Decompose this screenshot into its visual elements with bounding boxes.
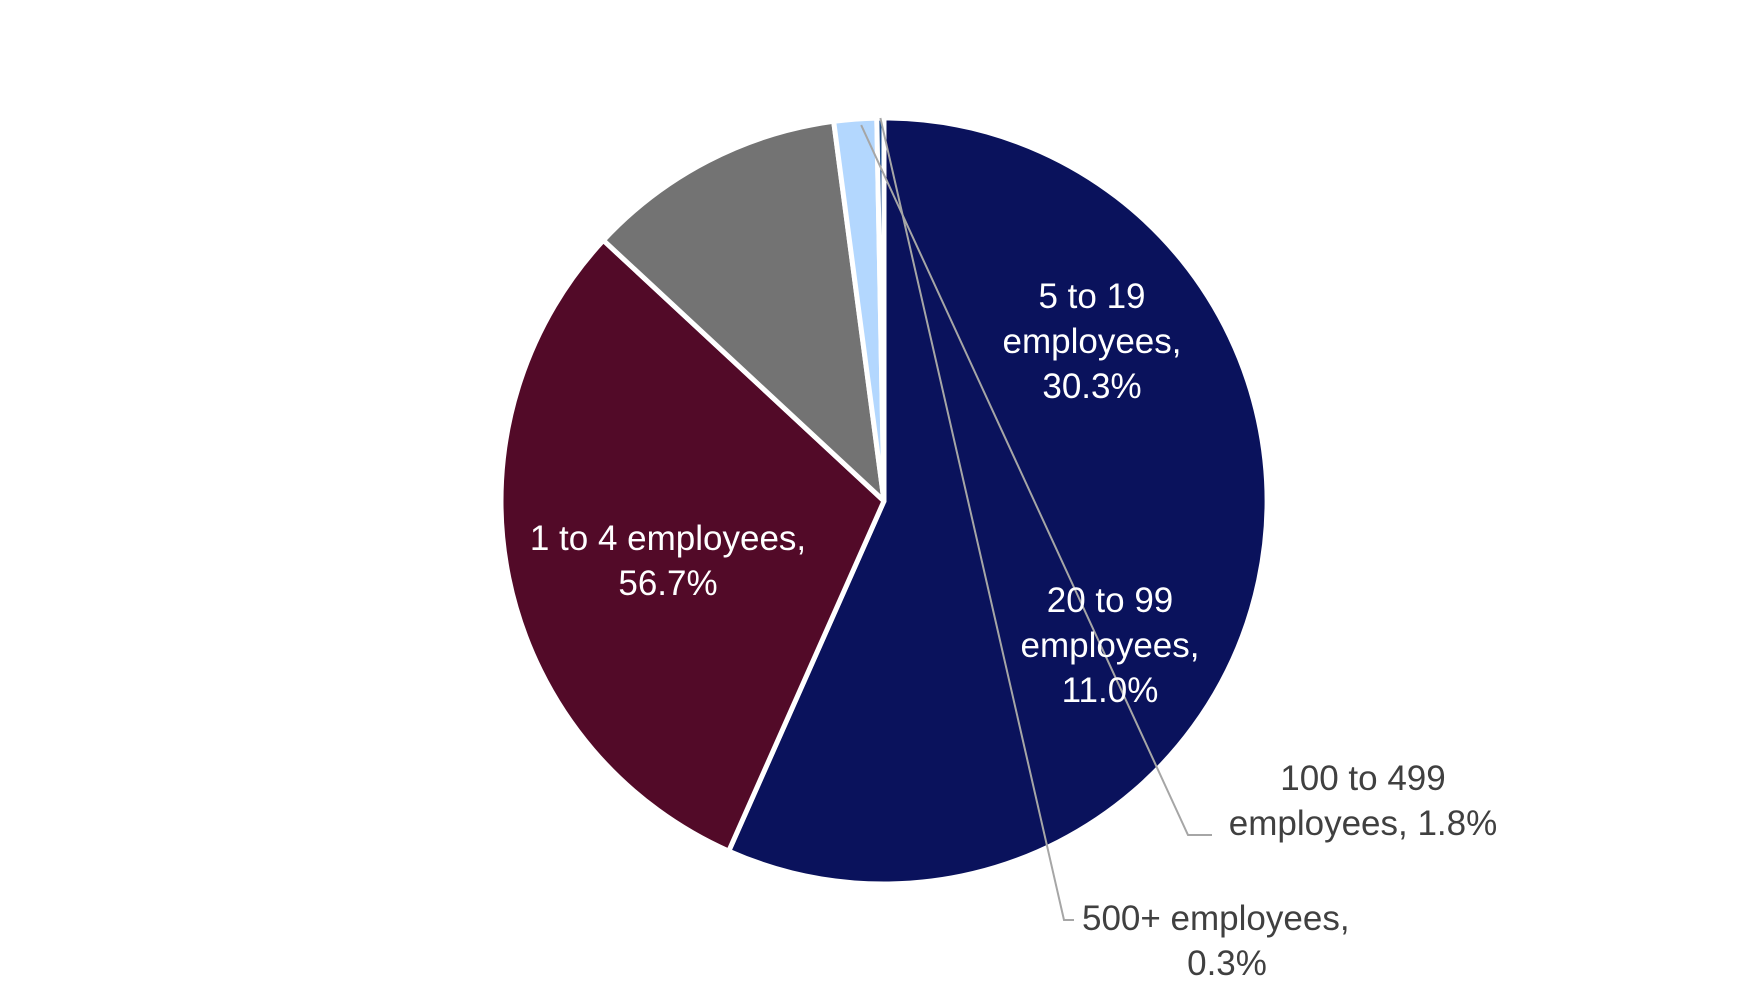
leader-line-3 (860, 124, 1212, 836)
slice-label-2-line-2: 11.0% (1062, 671, 1159, 710)
slice-label-2: 20 to 99 employees, 11.0% (1021, 581, 1200, 710)
slice-label-3: 100 to 499 employees, 1.8% (1229, 759, 1497, 843)
slice-label-0-line-1: 56.7% (618, 564, 717, 603)
slice-label-3-line-1: employees, 1.8% (1229, 804, 1497, 843)
slice-label-0-line-0: 1 to 4 employees, (530, 519, 806, 558)
slice-label-2-line-1: employees, (1021, 626, 1200, 665)
slice-label-4-line-1: 0.3% (1187, 944, 1267, 983)
slice-label-2-line-0: 20 to 99 (1047, 581, 1174, 620)
leader-line-4 (879, 117, 1074, 921)
slice-label-1-line-0: 5 to 19 (1038, 277, 1145, 316)
slice-label-0: 1 to 4 employees, 56.7% (530, 519, 806, 603)
slice-label-4: 500+ employees, 0.3% (1082, 899, 1350, 983)
pie-slices (498, 115, 1270, 887)
slice-label-4-line-0: 500+ employees, (1082, 899, 1350, 938)
slice-labels: 1 to 4 employees, 56.7% 5 to 19 employees, 3… (530, 277, 1497, 983)
slice-label-3-line-0: 100 to 499 (1280, 759, 1445, 798)
slice-label-1: 5 to 19 employees, 30.3% (1003, 277, 1182, 406)
pie-slice-1 (498, 237, 887, 854)
pie-slice-0 (726, 115, 1270, 887)
leader-lines (860, 117, 1212, 921)
pie-slice-2 (600, 118, 887, 504)
slice-label-1-line-1: employees, (1003, 322, 1182, 361)
slice-label-1-line-2: 30.3% (1042, 367, 1141, 406)
